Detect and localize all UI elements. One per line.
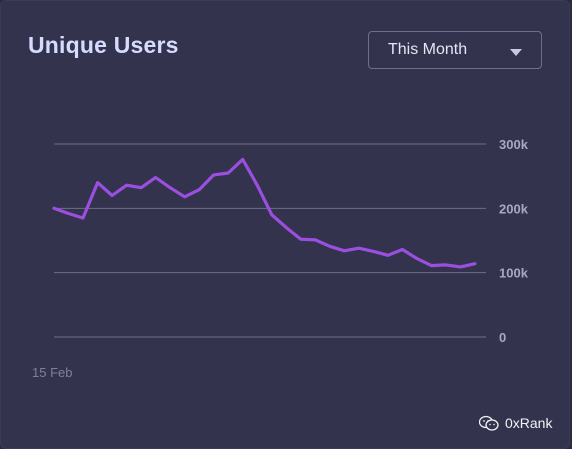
period-dropdown[interactable]: This Month [368,31,542,69]
period-dropdown-value: This Month [388,41,468,58]
watermark-text: 0xRank [505,415,553,431]
x-tick-label: 15 Feb [32,365,72,380]
y-tick-label: 200k [499,201,529,216]
watermark: 0xRank [478,415,553,431]
y-tick-label: 300k [499,137,529,152]
chevron-down-icon [510,49,522,56]
card-title: Unique Users [28,32,179,58]
series-line [52,157,477,269]
chat-bubbles-icon [478,415,499,431]
y-tick-label: 0 [499,330,506,345]
y-tick-label: 100k [499,266,529,281]
unique-users-line-chart: 0 100k 200k 300k 15 Feb [32,137,529,380]
